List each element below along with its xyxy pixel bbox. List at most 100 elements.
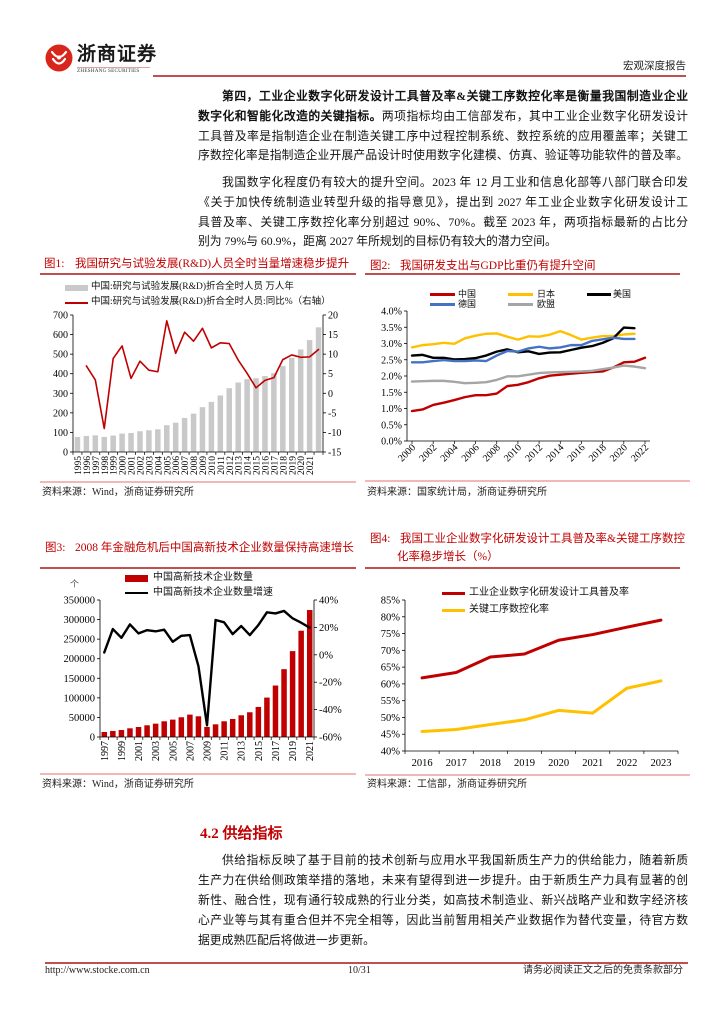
x-tick-label: 2001 [128,456,138,475]
bar [217,395,224,452]
x-tick-label: 2002 [136,456,146,475]
bar [144,725,150,737]
y-tick-label: 50% [381,713,401,724]
x-tick-label: 1995 [74,456,84,475]
bar [101,436,107,452]
bar [74,436,81,452]
figure-1-chart: 0100200300400500600700-15-10-50510152019… [53,311,341,476]
footer-divider [45,962,688,964]
figure-4-chart: 40% 45% 50% 55% 60% 65% 70% 75% 80% 85% 2016 2017 20… [381,596,679,769]
figure-2-title-rule [365,273,680,275]
x-tick-label: 2019 [288,456,298,475]
figure-4-title-rule [365,567,680,569]
figure-2-legend-germany: 德国 [458,298,477,309]
section-line3: 新性、融合性，现有通行较成熟的行业分类，如高技术制造业、新兴战略产业和数字经济核 [198,893,688,907]
figure-4-legend-nc-rate: 关键工序数控化率 [469,604,549,615]
y-tick-label: 0% [319,650,333,661]
x-tick-label: 2006 [172,456,182,475]
y-tick-label: -5 [328,408,336,419]
bar [212,724,219,737]
bar [161,721,167,737]
legend-line-swatch-icon [125,591,148,594]
bar [244,379,250,452]
bar [127,728,133,737]
x-tick-label: 2016 [566,442,588,464]
y-tick-label: 50000 [69,713,95,724]
figure-2-legend-china: 中国 [458,288,477,299]
x-tick-label: 2013 [235,456,245,475]
section-line5: 据更成熟匹配后将做进一步更新。 [198,933,375,947]
x-tick-label: 2019 [514,758,535,769]
y-tick-label: 60% [381,679,401,690]
bar [264,697,270,737]
footer-website-link[interactable]: http://www.stocke.com.cn [45,965,150,976]
x-tick-label: 2005 [163,456,173,475]
bar [315,327,322,452]
x-tick-label: 2013 [237,741,248,761]
bar [208,401,215,452]
legend-yellow-swatch-icon [442,608,465,612]
company-name-en: ZHESHANG SECURITIES [77,67,150,75]
bar [195,716,202,737]
y-tick-label: 40% [381,747,401,758]
y-tick-label: 75% [381,629,401,640]
bar [253,378,259,452]
figure-3-separator [40,773,356,775]
bar [271,373,277,452]
y-tick-label: 0 [328,389,333,400]
figure-4-legend-tool-penetration: 工业企业数字化研发设计工具普及率 [469,587,629,598]
bar [297,349,304,452]
series-line [410,356,647,413]
x-tick-label: 1997 [100,741,111,761]
series-line [420,679,663,734]
bar [229,718,236,737]
y-tick-label: -40% [319,705,342,716]
y-tick-label: 1.0% [381,404,402,415]
x-tick-label: 2007 [185,741,196,761]
bar [170,719,176,737]
x-tick-label: 2022 [629,442,651,464]
x-tick-label: 2004 [439,442,461,464]
bar [289,357,295,452]
bar [92,435,99,452]
para1-line2-bold: 数字化和智能化改造的关键指标。 [198,109,382,123]
x-tick-label: 2021 [305,741,316,761]
y-tick-label: 55% [381,696,401,707]
figure-3-legend-bar: 中国高新技术企业数量 [153,572,253,583]
y-tick-label: 700 [53,311,68,322]
y-tick-label: 70% [381,646,401,657]
figure-1-title-rule [40,273,356,275]
y-tick-label: 2.0% [381,372,402,383]
x-tick-label: 2011 [220,741,231,761]
bar [128,433,134,452]
y-tick-label: 1.5% [381,388,402,399]
bar [306,340,313,452]
bar [152,723,159,737]
figure-1-legend-bar: 中国:研究与试验发展(R&D)折合全时人员 万人年 [91,282,294,292]
x-tick-label: 2003 [151,741,162,761]
y-tick-label: 350000 [64,596,96,607]
section-line1: 供给指标反映了基于目前的技术创新与应用水平我国新质生产力的供给能力，随着新质 [222,853,688,867]
figure-1-source: 资料来源：Wind，浙商证券研究所 [42,487,194,498]
figure-1-title: 我国研究与试验发展(R&D)人员全时当量增速稳步提升 [75,258,350,270]
y-tick-label: 40% [319,596,339,607]
x-tick-label: 2014 [544,442,566,464]
section-heading: 4.2 供给指标 [200,826,283,842]
legend-japan-swatch-icon [508,292,533,296]
y-tick-label: 200 [53,408,68,419]
x-tick-label: 2009 [199,456,209,475]
legend-red-swatch-icon [442,591,465,595]
legend-china-swatch-icon [430,292,455,296]
x-tick-label: 1999 [110,456,120,475]
y-tick-label: 2.5% [381,355,402,366]
x-tick-label: 2011 [217,456,227,475]
figure-4-title-line1: 我国工业企业数字化研发设计工具普及率&关键工序数控 [400,533,685,545]
legend-line-swatch-icon [65,302,88,304]
y-tick-label: 500 [53,350,68,361]
y-tick-label: 4.0% [381,307,402,318]
y-tick-label: 45% [381,730,401,741]
figure-3-chart: 0 50000 100000 150000 200000 250000 300000 3500… [64,596,342,762]
x-tick-label: 2018 [279,456,289,475]
x-tick-label: 2022 [616,758,637,769]
y-tick-label: 85% [381,596,401,607]
